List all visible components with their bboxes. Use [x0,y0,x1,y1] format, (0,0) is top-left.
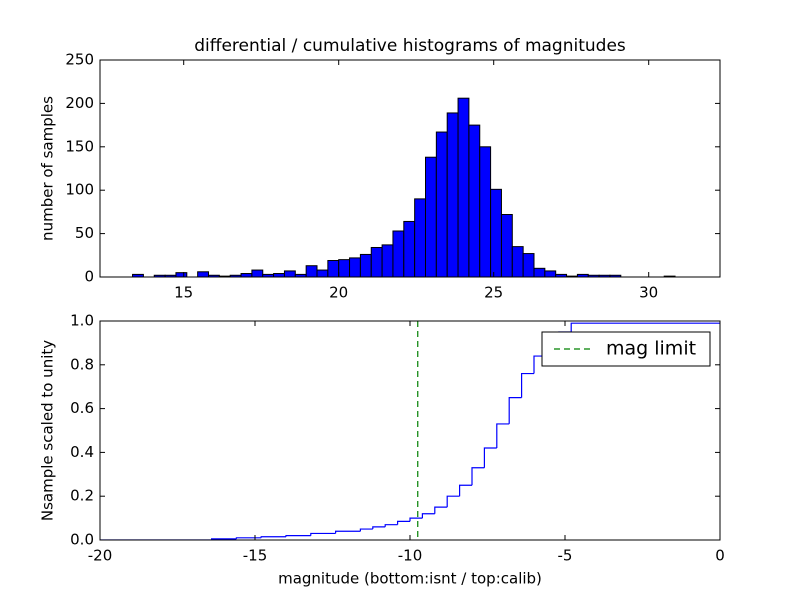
step-segment [359,528,373,532]
plot-area [132,97,676,277]
bar [457,97,470,277]
x-tick-label: 30 [639,284,658,302]
bar [327,260,340,277]
x-tick-label: 15 [174,284,193,302]
bar [533,267,546,277]
bar [414,198,426,277]
step-segment [260,536,286,538]
y-tick-label: 200 [65,94,94,112]
bar [446,112,459,277]
bar [283,270,296,277]
step-segment [285,535,311,537]
y-tick-label: 50 [75,224,94,242]
bar [370,246,383,277]
bar [403,220,416,277]
bar [251,269,264,277]
x-tick-label: 25 [484,284,503,302]
step-segment [335,530,361,534]
bar [468,124,481,277]
y-tick-label: 150 [65,137,94,155]
bar [511,246,524,277]
step-segment [434,506,448,514]
plot-area [100,321,720,540]
step-segment [483,447,497,468]
bar [273,273,285,277]
bar [490,188,502,277]
y-tick-label: 1.0 [70,312,94,330]
bar [522,253,535,277]
bar [479,146,492,277]
y-tick-label: 0.4 [70,443,94,461]
bar [435,131,448,277]
x-tick-label: 0 [715,547,725,565]
bar [349,257,361,277]
y-tick-label: 0.2 [70,487,94,505]
x-tick-label: -20 [88,547,113,565]
y-axis-label: number of samples [39,96,57,241]
step-segment [409,517,423,522]
bar [316,269,329,277]
step-segment [471,467,485,486]
legend-label: mag limit [606,338,696,360]
bar [359,253,372,277]
x-tick-label: -10 [398,547,423,565]
y-tick-label: 250 [65,51,94,69]
y-tick-label: 0 [84,268,94,286]
step-segment [397,520,410,525]
bar [544,270,557,277]
step-segment [235,537,262,539]
bar [392,230,405,277]
step-segment [421,513,435,519]
step-segment [372,526,386,530]
step-segment [446,495,460,508]
x-tick-label: 20 [329,284,348,302]
x-tick-label: -15 [243,547,268,565]
bar [338,259,351,277]
y-tick-label: 0.6 [70,399,94,417]
bar [381,244,394,277]
step-segment [459,484,472,497]
step-segment [384,524,398,527]
y-tick-label: 0.8 [70,355,94,373]
axes-frame [99,59,721,278]
bar [197,271,209,277]
step-segment [570,322,720,332]
chart-title: differential / cumulative histograms of … [194,36,626,56]
y-axis-label: Nsample scaled to unity [39,340,57,521]
step-segment [521,372,534,398]
step-segment [496,423,510,449]
y-tick-label: 0.0 [70,531,94,549]
bar [305,265,318,277]
x-axis-label: magnitude (bottom:isnt / top:calib) [278,570,542,588]
bar [425,156,437,277]
bar [240,273,253,277]
bar [500,214,513,277]
bar [175,272,188,277]
step-segment [508,397,522,424]
bar [609,274,622,277]
y-tick-label: 100 [65,181,94,199]
x-tick-label: -5 [558,547,573,565]
step-segment [310,532,336,536]
